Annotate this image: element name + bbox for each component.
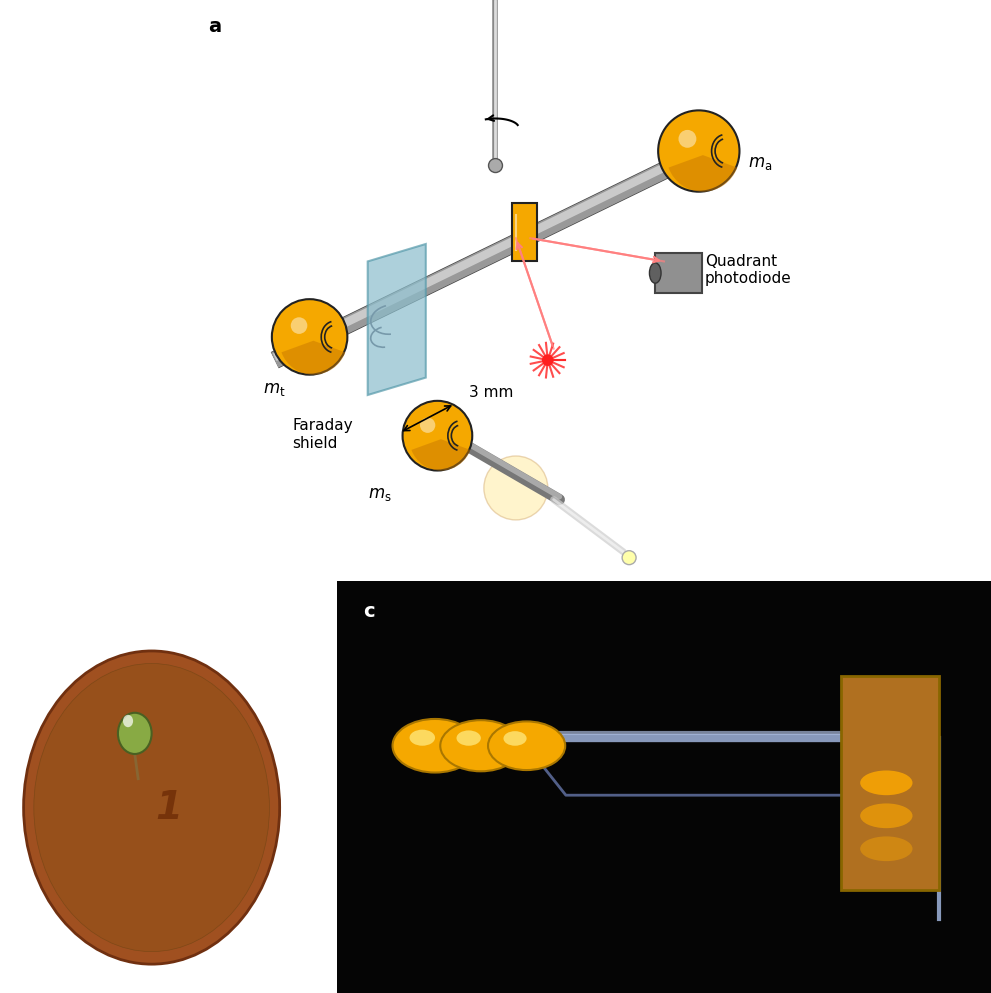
Wedge shape <box>281 341 345 374</box>
Circle shape <box>118 713 152 754</box>
Circle shape <box>24 651 279 964</box>
Circle shape <box>409 730 435 746</box>
Circle shape <box>658 110 739 192</box>
Text: $m_\mathrm{t}$: $m_\mathrm{t}$ <box>264 380 285 398</box>
Text: $m_\mathrm{a}$: $m_\mathrm{a}$ <box>748 154 773 172</box>
Circle shape <box>290 318 307 334</box>
FancyBboxPatch shape <box>840 675 938 890</box>
Wedge shape <box>669 155 737 192</box>
Circle shape <box>123 715 133 727</box>
Text: c: c <box>363 602 375 621</box>
Circle shape <box>622 551 636 565</box>
Text: $m_\mathrm{s}$: $m_\mathrm{s}$ <box>368 485 391 502</box>
Text: Quadrant
photodiode: Quadrant photodiode <box>705 254 792 286</box>
Text: Faraday
shield: Faraday shield <box>292 418 353 451</box>
FancyBboxPatch shape <box>511 204 537 261</box>
Ellipse shape <box>860 836 913 861</box>
Circle shape <box>440 720 521 772</box>
Text: b: b <box>14 602 28 621</box>
Circle shape <box>542 355 554 366</box>
Ellipse shape <box>860 771 913 795</box>
Circle shape <box>34 663 270 951</box>
Ellipse shape <box>860 803 913 828</box>
Wedge shape <box>411 439 471 471</box>
Circle shape <box>484 456 548 520</box>
Circle shape <box>457 731 481 746</box>
FancyBboxPatch shape <box>655 252 702 293</box>
Circle shape <box>488 722 565 770</box>
Circle shape <box>503 731 526 746</box>
Ellipse shape <box>649 263 661 283</box>
Circle shape <box>402 401 473 471</box>
Text: a: a <box>208 18 221 37</box>
Circle shape <box>272 299 348 374</box>
Text: 1: 1 <box>155 788 182 826</box>
Circle shape <box>392 719 478 773</box>
Polygon shape <box>368 244 426 395</box>
Circle shape <box>679 130 697 148</box>
Circle shape <box>420 417 435 433</box>
Text: 3 mm: 3 mm <box>470 384 513 399</box>
Circle shape <box>489 159 502 173</box>
